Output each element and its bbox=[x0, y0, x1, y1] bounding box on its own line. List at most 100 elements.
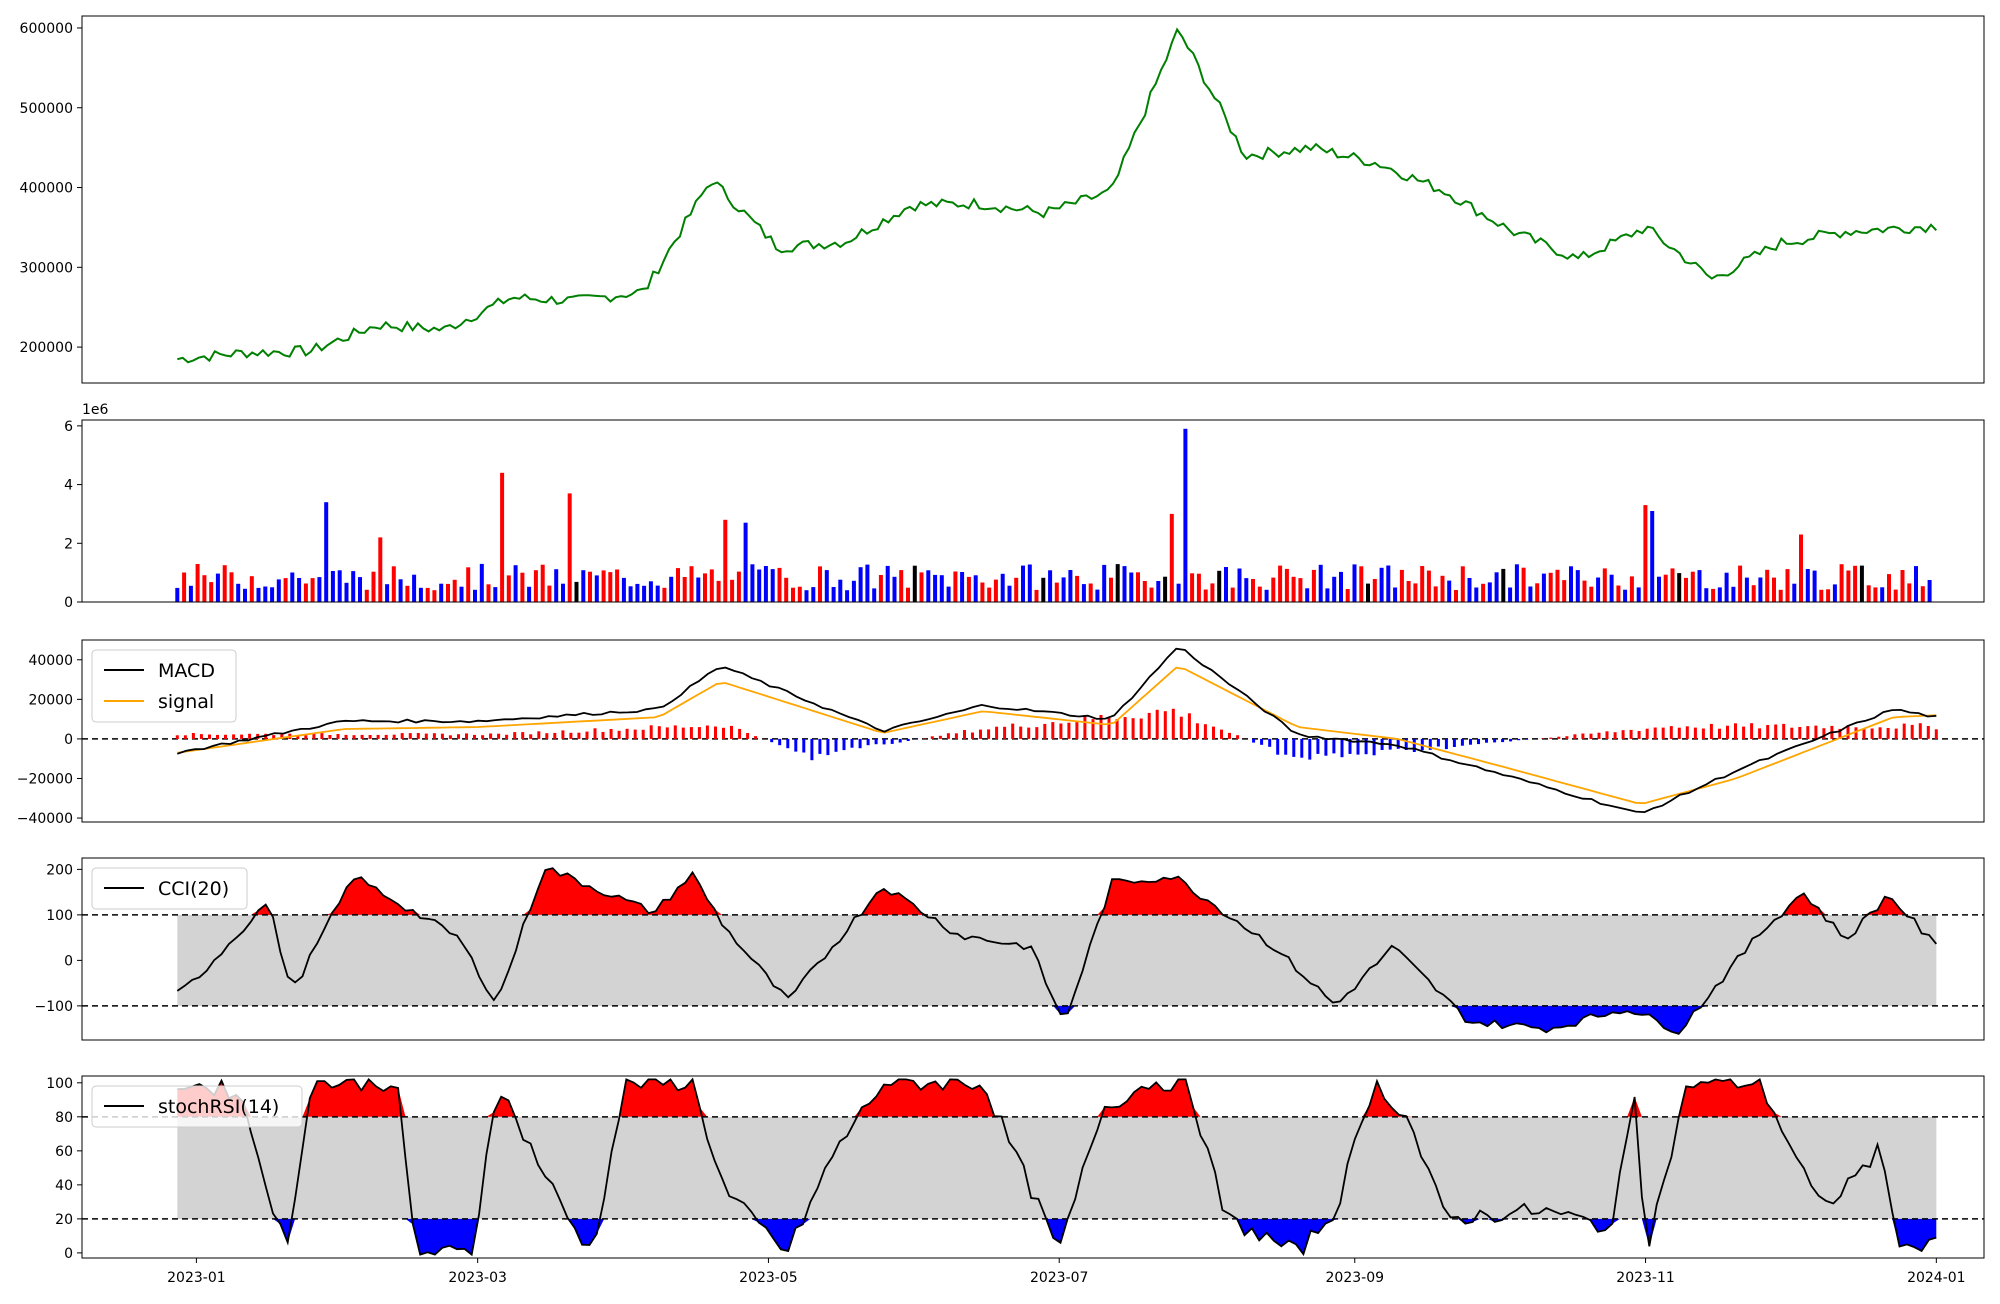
volume-bar bbox=[1623, 590, 1627, 602]
volume-bar bbox=[554, 569, 558, 602]
volume-bar bbox=[1691, 572, 1695, 602]
volume-bar bbox=[1109, 578, 1113, 602]
volume-bar bbox=[865, 565, 869, 602]
y-tick-label-macd-4: 40000 bbox=[28, 653, 73, 669]
volume-bar bbox=[1921, 586, 1925, 602]
macd-histogram-bar bbox=[1662, 728, 1665, 739]
volume-bar bbox=[1677, 573, 1681, 602]
volume-bar bbox=[906, 588, 910, 602]
volume-bar bbox=[1826, 589, 1830, 602]
volume-bar bbox=[1792, 584, 1796, 602]
macd-histogram-bar bbox=[1477, 739, 1480, 744]
volume-bar bbox=[358, 577, 362, 602]
volume-bar bbox=[432, 590, 436, 602]
volume-bar bbox=[304, 584, 308, 603]
volume-bar bbox=[1698, 570, 1702, 602]
macd-histogram-bar bbox=[553, 733, 556, 739]
volume-bar bbox=[893, 577, 897, 602]
volume-bar bbox=[1434, 586, 1438, 602]
x-tick-label-6: 2024-01 bbox=[1907, 1270, 1966, 1286]
volume-bar bbox=[257, 588, 261, 602]
macd-histogram-bar bbox=[184, 735, 187, 739]
volume-bar bbox=[1657, 577, 1661, 602]
volume-bar bbox=[1319, 565, 1323, 602]
volume-bar bbox=[385, 584, 389, 602]
macd-histogram-bar bbox=[1806, 726, 1809, 739]
y-tick-label-cci-2: 100 bbox=[46, 908, 73, 924]
volume-bar bbox=[1116, 564, 1120, 602]
stochrsi-neutral-band bbox=[177, 1117, 1936, 1219]
macd-histogram-bar bbox=[1469, 739, 1472, 745]
volume-bar bbox=[189, 586, 193, 602]
macd-histogram-bar bbox=[754, 736, 757, 739]
volume-bar bbox=[1583, 581, 1587, 602]
macd-histogram-bar bbox=[1549, 738, 1552, 739]
macd-histogram-bar bbox=[433, 733, 436, 739]
macd-histogram-bar bbox=[240, 735, 243, 739]
volume-bar bbox=[1102, 565, 1106, 602]
macd-histogram-bar bbox=[1798, 727, 1801, 739]
volume-bar bbox=[1873, 587, 1877, 602]
macd-histogram-bar bbox=[1678, 728, 1681, 739]
volume-bar bbox=[662, 588, 666, 602]
volume-bar bbox=[588, 572, 592, 602]
y-tick-label-macd-0: −40000 bbox=[17, 811, 73, 827]
macd-histogram-bar bbox=[666, 727, 669, 739]
volume-bar bbox=[947, 587, 951, 602]
volume-bar bbox=[1041, 578, 1045, 602]
volume-bar bbox=[778, 568, 782, 602]
macd-histogram-bar bbox=[931, 736, 934, 739]
macd-histogram-bar bbox=[1332, 739, 1335, 754]
volume-bar bbox=[1427, 571, 1431, 602]
volume-bar bbox=[514, 565, 518, 602]
macd-histogram-bar bbox=[1140, 719, 1143, 740]
volume-bar bbox=[1055, 583, 1059, 602]
macd-histogram-bar bbox=[1485, 739, 1488, 743]
macd-histogram-bar bbox=[602, 732, 605, 739]
volume-bar bbox=[263, 587, 267, 603]
volume-bar bbox=[1806, 569, 1810, 602]
volume-bar bbox=[568, 493, 572, 602]
volume-bar bbox=[1474, 588, 1478, 603]
volume-bar bbox=[1082, 584, 1086, 602]
macd-histogram-bar bbox=[859, 739, 862, 748]
macd-histogram-bar bbox=[682, 728, 685, 739]
volume-bar bbox=[1671, 568, 1675, 602]
macd-histogram-bar bbox=[1188, 713, 1191, 739]
macd-histogram-bar bbox=[1075, 722, 1078, 739]
volume-bar bbox=[1718, 587, 1722, 602]
x-tick-label-2: 2023-05 bbox=[739, 1270, 798, 1286]
volume-bar bbox=[920, 572, 924, 602]
y-tick-label-volume-3: 6 bbox=[64, 419, 73, 435]
macd-histogram-bar bbox=[1252, 739, 1255, 743]
volume-bar bbox=[338, 570, 342, 602]
cci-overbought-fill bbox=[177, 868, 1936, 915]
macd-histogram-bar bbox=[1132, 718, 1135, 739]
volume-bar bbox=[493, 587, 497, 602]
macd-histogram-bar bbox=[891, 739, 894, 744]
macd-histogram-bar bbox=[1228, 733, 1231, 739]
y-tick-label-macd-3: 20000 bbox=[28, 692, 73, 708]
volume-bar bbox=[1928, 580, 1932, 602]
macd-histogram-bar bbox=[425, 734, 428, 739]
volume-bar bbox=[683, 577, 687, 602]
volume-bar bbox=[1258, 587, 1262, 602]
macd-histogram-bar bbox=[650, 725, 653, 739]
volume-bar bbox=[1846, 571, 1850, 603]
macd-histogram-bar bbox=[955, 733, 958, 739]
volume-bar bbox=[676, 568, 680, 602]
macd-histogram-bar bbox=[987, 729, 990, 739]
volume-bar bbox=[710, 569, 714, 602]
macd-histogram-bar bbox=[1027, 728, 1030, 739]
macd-histogram-bar bbox=[642, 730, 645, 739]
volume-bar bbox=[1833, 584, 1837, 602]
volume-bar bbox=[1799, 535, 1803, 603]
macd-histogram-bar bbox=[1003, 727, 1006, 739]
volume-bar bbox=[805, 590, 809, 602]
macd-histogram-bar bbox=[513, 732, 516, 739]
macd-histogram-bar bbox=[393, 735, 396, 739]
macd-histogram-bar bbox=[361, 735, 364, 739]
volume-bar bbox=[223, 565, 227, 602]
